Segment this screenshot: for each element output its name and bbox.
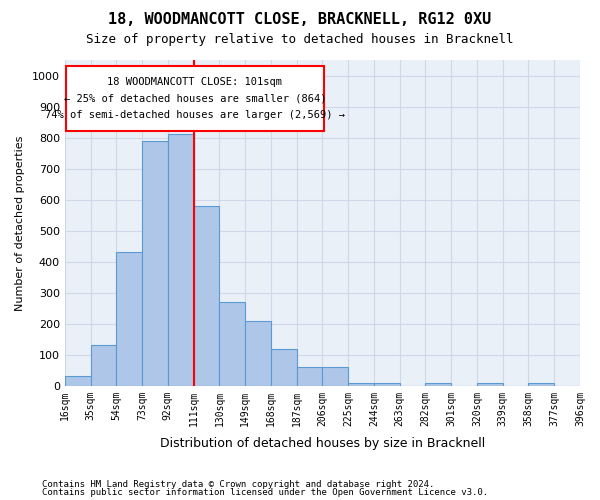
X-axis label: Distribution of detached houses by size in Bracknell: Distribution of detached houses by size …: [160, 437, 485, 450]
Bar: [91, 346, 116, 386]
Bar: [529, 382, 554, 386]
Bar: [168, 134, 194, 386]
FancyBboxPatch shape: [66, 66, 323, 132]
Text: Contains public sector information licensed under the Open Government Licence v3: Contains public sector information licen…: [42, 488, 488, 497]
Y-axis label: Number of detached properties: Number of detached properties: [15, 135, 25, 310]
Text: Contains HM Land Registry data © Crown copyright and database right 2024.: Contains HM Land Registry data © Crown c…: [42, 480, 434, 489]
Bar: [245, 320, 271, 386]
Bar: [348, 382, 374, 386]
Text: 18, WOODMANCOTT CLOSE, BRACKNELL, RG12 0XU: 18, WOODMANCOTT CLOSE, BRACKNELL, RG12 0…: [109, 12, 491, 28]
Bar: [374, 382, 400, 386]
Bar: [425, 382, 451, 386]
Bar: [220, 302, 245, 386]
Text: 18 WOODMANCOTT CLOSE: 101sqm
← 25% of detached houses are smaller (864)
74% of s: 18 WOODMANCOTT CLOSE: 101sqm ← 25% of de…: [45, 78, 345, 120]
Bar: [477, 382, 503, 386]
Bar: [65, 376, 91, 386]
Bar: [322, 367, 348, 386]
Bar: [296, 367, 322, 386]
Bar: [142, 140, 168, 386]
Text: Size of property relative to detached houses in Bracknell: Size of property relative to detached ho…: [86, 32, 514, 46]
Bar: [194, 206, 220, 386]
Bar: [116, 252, 142, 386]
Bar: [271, 348, 296, 386]
